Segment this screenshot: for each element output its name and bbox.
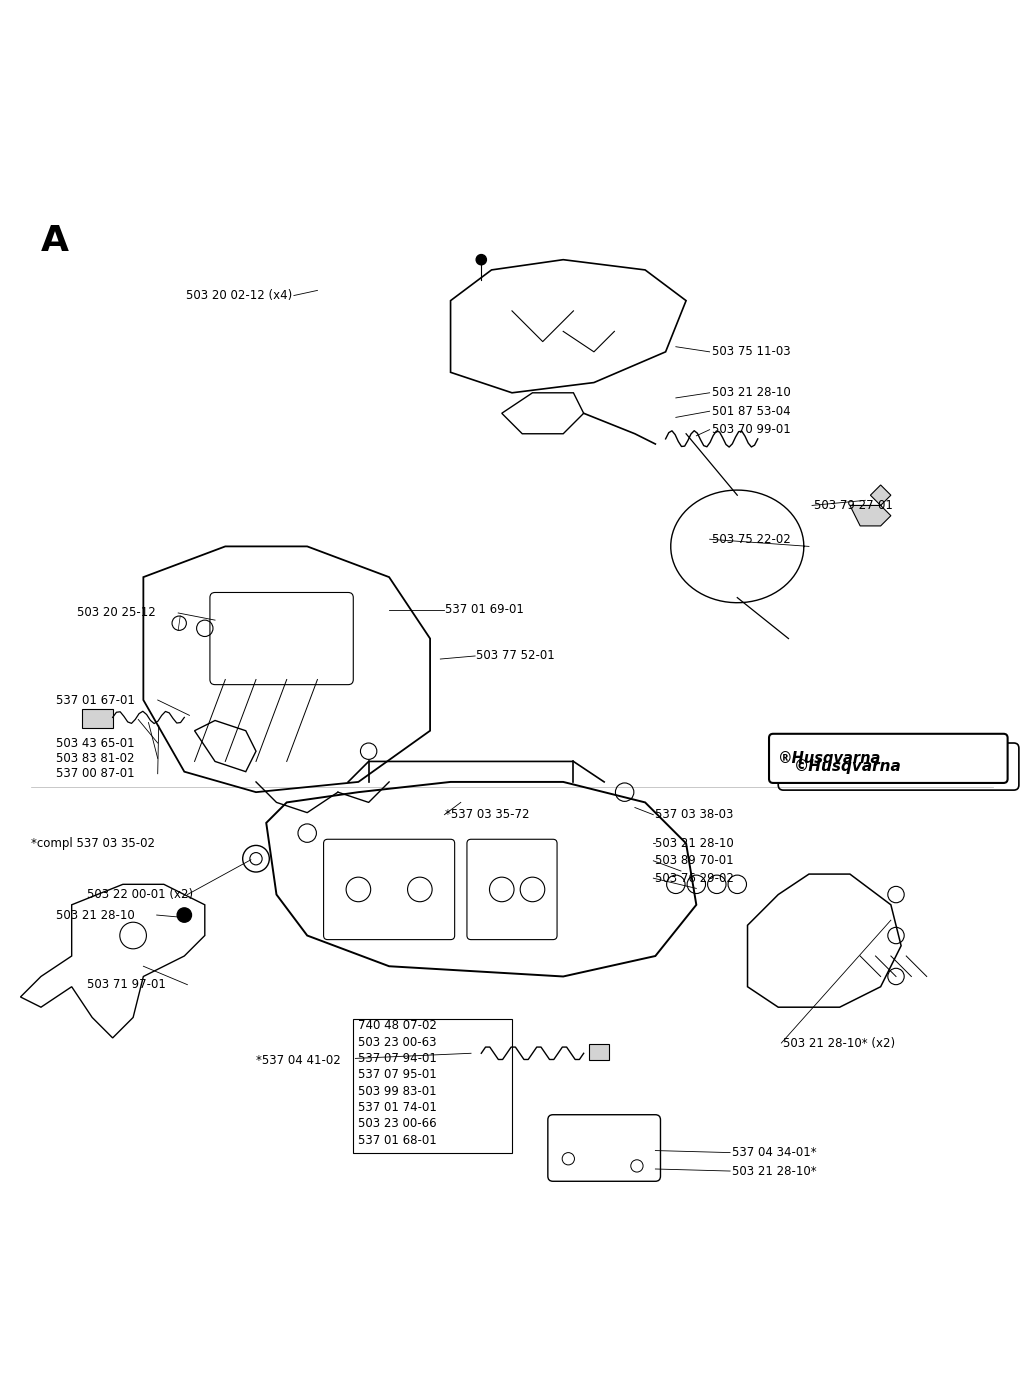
FancyBboxPatch shape <box>778 743 1019 790</box>
Text: 503 23 00-63: 503 23 00-63 <box>358 1036 437 1049</box>
Text: 501 87 53-04: 501 87 53-04 <box>712 405 791 417</box>
Text: 503 89 70-01: 503 89 70-01 <box>655 854 734 867</box>
FancyBboxPatch shape <box>467 839 557 939</box>
Text: 503 21 28-10: 503 21 28-10 <box>56 909 135 921</box>
FancyBboxPatch shape <box>210 592 353 685</box>
Text: 537 07 94-01: 537 07 94-01 <box>358 1051 437 1065</box>
Text: 537 01 74-01: 537 01 74-01 <box>358 1100 437 1114</box>
Text: 537 04 34-01*: 537 04 34-01* <box>732 1147 817 1159</box>
Text: 537 01 67-01: 537 01 67-01 <box>56 693 135 707</box>
Text: 503 75 11-03: 503 75 11-03 <box>712 346 791 358</box>
Text: 503 22 00-01 (x2): 503 22 00-01 (x2) <box>87 888 194 902</box>
Text: 503 21 28-10: 503 21 28-10 <box>712 386 791 399</box>
FancyBboxPatch shape <box>324 839 455 939</box>
Text: 503 75 22-02: 503 75 22-02 <box>712 533 791 546</box>
FancyBboxPatch shape <box>769 734 1008 783</box>
Bar <box>82 710 113 728</box>
Text: 503 23 00-66: 503 23 00-66 <box>358 1117 437 1130</box>
Text: 503 43 65-01: 503 43 65-01 <box>56 736 135 749</box>
Polygon shape <box>850 484 891 526</box>
FancyBboxPatch shape <box>353 1019 512 1152</box>
Text: 503 20 25-12: 503 20 25-12 <box>77 606 156 619</box>
Text: 503 71 97-01: 503 71 97-01 <box>87 979 166 991</box>
Text: *537 03 35-72: *537 03 35-72 <box>445 808 530 822</box>
Text: 503 20 02-12 (x4): 503 20 02-12 (x4) <box>185 288 292 302</box>
Text: 503 70 99-01: 503 70 99-01 <box>712 423 791 437</box>
Text: ®Husqvarna: ®Husqvarna <box>778 750 882 766</box>
Text: 503 21 28-10: 503 21 28-10 <box>655 837 734 850</box>
Circle shape <box>476 255 486 265</box>
Text: 503 83 81-02: 503 83 81-02 <box>56 752 135 764</box>
FancyBboxPatch shape <box>548 1114 660 1182</box>
Text: 537 07 95-01: 537 07 95-01 <box>358 1068 437 1081</box>
Text: 537 01 68-01: 537 01 68-01 <box>358 1134 437 1147</box>
Text: 740 48 07-02: 740 48 07-02 <box>358 1019 437 1032</box>
Text: A: A <box>41 224 69 258</box>
Text: 503 99 83-01: 503 99 83-01 <box>358 1085 437 1098</box>
Text: 537 03 38-03: 537 03 38-03 <box>655 808 734 822</box>
Text: 537 00 87-01: 537 00 87-01 <box>56 767 135 780</box>
Text: 503 76 29-02: 503 76 29-02 <box>655 872 734 885</box>
Text: 503 21 28-10*: 503 21 28-10* <box>732 1165 817 1177</box>
Text: 503 21 28-10* (x2): 503 21 28-10* (x2) <box>783 1036 895 1050</box>
Text: ©Husqvarna: ©Husqvarna <box>794 759 901 774</box>
Text: 537 01 69-01: 537 01 69-01 <box>445 603 524 616</box>
Bar <box>589 1044 609 1060</box>
Text: *compl 537 03 35-02: *compl 537 03 35-02 <box>31 837 155 850</box>
Text: 503 77 52-01: 503 77 52-01 <box>476 650 555 662</box>
Circle shape <box>177 907 191 923</box>
Text: *537 04 41-02: *537 04 41-02 <box>256 1054 341 1067</box>
Text: 503 79 27-01: 503 79 27-01 <box>814 498 893 512</box>
